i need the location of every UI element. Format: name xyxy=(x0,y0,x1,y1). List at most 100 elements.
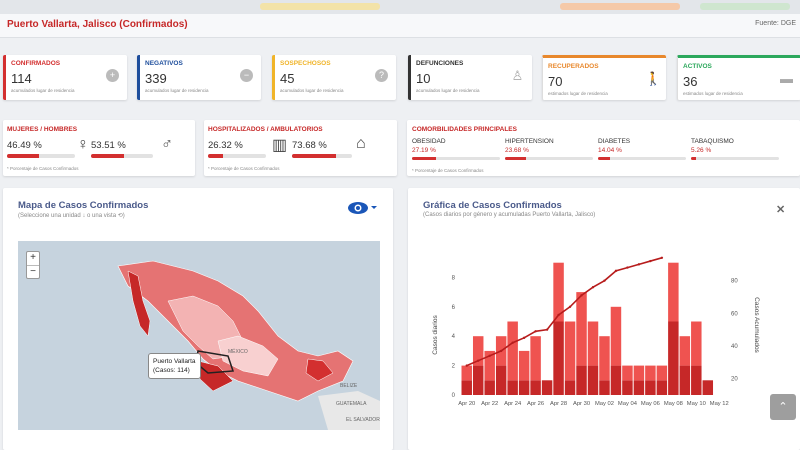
bar-1-5 xyxy=(518,350,530,381)
bar-0-14 xyxy=(622,380,633,395)
kpi-value: 70 xyxy=(548,74,563,89)
kpi-label: ACTIVOS xyxy=(683,63,712,70)
bar-1-4 xyxy=(507,321,518,381)
bar-0-12 xyxy=(599,380,610,395)
gender-card: MUJERES / HOMBRES 46.49 % ♀ 53.51 % ♂ * … xyxy=(3,120,195,176)
question-circle-icon: ? xyxy=(375,69,388,82)
hospital-card: HOSPITALIZADOS / AMBULATORIOS 26.32 % ▥ … xyxy=(204,120,397,176)
x-tick-11: May 12 xyxy=(710,401,729,407)
y-tick-8: 8 xyxy=(452,275,456,281)
chart-panel: Gráfica de Casos Confirmados (Casos diar… xyxy=(408,188,800,450)
kpi-label: CONFIRMADOS xyxy=(11,60,61,67)
hospital-icon: ▥ xyxy=(272,137,288,154)
kpi-label: SOSPECHOSOS xyxy=(280,60,331,67)
bar-1-13 xyxy=(610,306,622,366)
y2-tick-80: 80 xyxy=(731,279,738,285)
bar-0-10 xyxy=(576,365,587,395)
minus-circle-icon: − xyxy=(240,69,253,82)
kpi-sub: acumulados lugar de residencia xyxy=(145,88,209,93)
cumulative-point-2 xyxy=(488,354,491,357)
bar-1-11 xyxy=(587,321,599,366)
title-bar: Puerto Vallarta, Jalisco (Confirmados) F… xyxy=(0,14,800,38)
cumulative-point-6 xyxy=(534,330,537,333)
kpi-sub: estimados lugar de residencia xyxy=(548,91,608,96)
bar-0-6 xyxy=(530,380,541,395)
bar-0-18 xyxy=(668,321,679,395)
bar-0-0 xyxy=(461,380,472,395)
ambulatory-bar xyxy=(292,154,352,158)
x-tick-3: Apr 26 xyxy=(527,401,544,407)
cumulative-point-14 xyxy=(626,266,629,269)
y-tick-4: 4 xyxy=(452,334,456,340)
hospitalized-bar xyxy=(208,154,266,158)
women-bar xyxy=(7,154,75,158)
zoom-control: + − xyxy=(26,251,40,279)
comorbidity-pct: 27.19 % xyxy=(412,147,436,154)
eye-icon[interactable] xyxy=(347,200,377,221)
kpi-card-confirmados: CONFIRMADOS 114 acumulados lugar de reside… xyxy=(3,55,127,100)
comorbidities-card: COMORBILIDADES PRINCIPALES OBESIDAD 27.19… xyxy=(407,120,800,176)
y-axis-label: Casos diarios xyxy=(432,315,439,355)
bar-1-2 xyxy=(484,350,495,381)
hospital-note: * Porcentaje de Casos Confirmados xyxy=(208,166,280,171)
bar-1-0 xyxy=(461,365,472,381)
map-label-belize: BELIZE xyxy=(340,383,358,389)
kpi-card-activos: ACTIVOS 36 estimados lugar de residencia ▬ xyxy=(677,55,800,100)
comorbidity-name: TABAQUISMO xyxy=(691,138,734,145)
cumulative-point-15 xyxy=(637,263,641,266)
bar-0-7 xyxy=(541,380,553,395)
bar-0-19 xyxy=(679,365,691,395)
person-icon: ♙ xyxy=(511,68,524,83)
kpi-value: 10 xyxy=(416,71,431,86)
women-pct: 46.49 % xyxy=(7,140,42,151)
map-view[interactable]: + − Puerto Vallarta (Casos: 114) MÉXICO … xyxy=(18,241,380,430)
male-icon: ♂ xyxy=(161,136,173,153)
kpi-value: 45 xyxy=(280,71,295,86)
bar-1-10 xyxy=(576,292,587,366)
bar-1-16 xyxy=(645,365,656,381)
comorbidity-bar xyxy=(412,157,500,160)
y-tick-6: 6 xyxy=(452,305,456,311)
tooltip-cases: (Casos: 114) xyxy=(153,367,190,374)
bar-0-16 xyxy=(645,380,656,395)
close-icon[interactable]: ✕ xyxy=(776,204,786,216)
kpi-label: DEFUNCIONES xyxy=(416,60,464,67)
zoom-out-button[interactable]: − xyxy=(27,265,39,278)
kpi-sub: acumulados lugar de residencia xyxy=(416,88,480,93)
bar-1-18 xyxy=(668,262,679,322)
kpi-label: NEGATIVOS xyxy=(145,60,183,67)
bar-0-3 xyxy=(495,365,507,395)
cumulative-point-5 xyxy=(522,336,526,340)
map-label-salvador: EL SALVADOR xyxy=(346,417,380,423)
bar-0-4 xyxy=(507,380,518,395)
bar-0-13 xyxy=(610,365,622,395)
bar-0-11 xyxy=(587,365,599,395)
cumulative-point-17 xyxy=(660,256,664,259)
y2-tick-60: 60 xyxy=(731,311,738,317)
kpi-value: 114 xyxy=(11,71,32,86)
x-tick-2: Apr 24 xyxy=(504,401,522,407)
cumulative-point-7 xyxy=(545,328,549,331)
bar-0-8 xyxy=(553,321,564,395)
x-tick-5: Apr 30 xyxy=(573,401,590,407)
bar-1-6 xyxy=(530,336,541,381)
x-tick-6: May 02 xyxy=(595,401,614,407)
comorbidity-name: OBESIDAD xyxy=(412,138,446,145)
kpi-sub: estimados lugar de residencia xyxy=(683,91,743,96)
scroll-top-button[interactable]: ⌃ xyxy=(770,394,796,420)
x-tick-4: Apr 28 xyxy=(550,401,567,407)
kpi-sub: acumulados lugar de residencia xyxy=(11,88,75,93)
kpi-label: RECUPERADOS xyxy=(548,63,599,70)
x-tick-9: May 08 xyxy=(664,401,683,407)
zoom-in-button[interactable]: + xyxy=(30,252,36,263)
ambulatory-pct: 73.68 % xyxy=(292,140,327,151)
bar-0-15 xyxy=(633,380,645,395)
bed-icon: ▬ xyxy=(780,71,793,86)
cumulative-point-13 xyxy=(614,269,618,273)
map-panel-title: Mapa de Casos Confirmados xyxy=(18,200,149,211)
kpi-card-negativos: NEGATIVOS 339 acumulados lugar de residenc… xyxy=(137,55,261,100)
hospitalized-pct: 26.32 % xyxy=(208,140,243,151)
bar-1-19 xyxy=(679,336,691,366)
bar-0-5 xyxy=(518,380,530,395)
bar-1-9 xyxy=(564,321,576,381)
